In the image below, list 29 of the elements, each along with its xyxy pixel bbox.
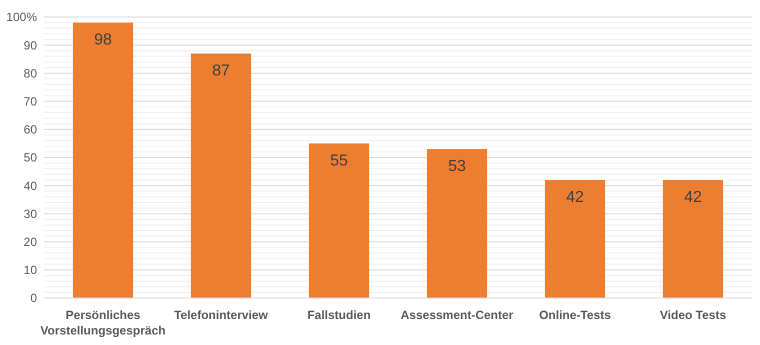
data-label: 55: [330, 152, 348, 170]
y-tick-label: 80: [24, 66, 38, 80]
y-tick-label: 10: [24, 263, 38, 278]
x-tick-label: Telefoninterview: [174, 308, 269, 322]
data-label: 42: [684, 188, 702, 206]
bar: [662, 180, 724, 298]
y-tick-label: 100%: [6, 10, 38, 24]
bar: [190, 54, 252, 298]
y-tick-label: 50: [24, 150, 38, 165]
bar: [544, 180, 606, 298]
x-tick-label: Persönliches Vorstellungsgespräch: [40, 308, 166, 338]
data-label: 87: [212, 62, 230, 80]
x-tick-label: Online-Tests: [539, 308, 612, 322]
bar: [72, 22, 134, 298]
x-tick-label: Fallstudien: [307, 308, 371, 322]
data-label: 98: [94, 32, 112, 49]
bar: [426, 149, 488, 298]
y-tick-label: 90: [24, 38, 38, 52]
data-label: 53: [448, 158, 466, 176]
y-tick-label: 70: [24, 94, 38, 108]
y-tick-label: 20: [24, 235, 38, 249]
x-tick-label: Assessment-Center: [400, 308, 514, 322]
y-tick-label: 40: [24, 178, 38, 193]
x-tick-label: Video Tests: [660, 308, 726, 322]
y-tick-label: 60: [24, 122, 38, 137]
y-tick-label: 0: [30, 291, 38, 306]
bar: [308, 143, 370, 298]
y-tick-label: 30: [24, 206, 38, 221]
data-label: 42: [566, 188, 584, 206]
